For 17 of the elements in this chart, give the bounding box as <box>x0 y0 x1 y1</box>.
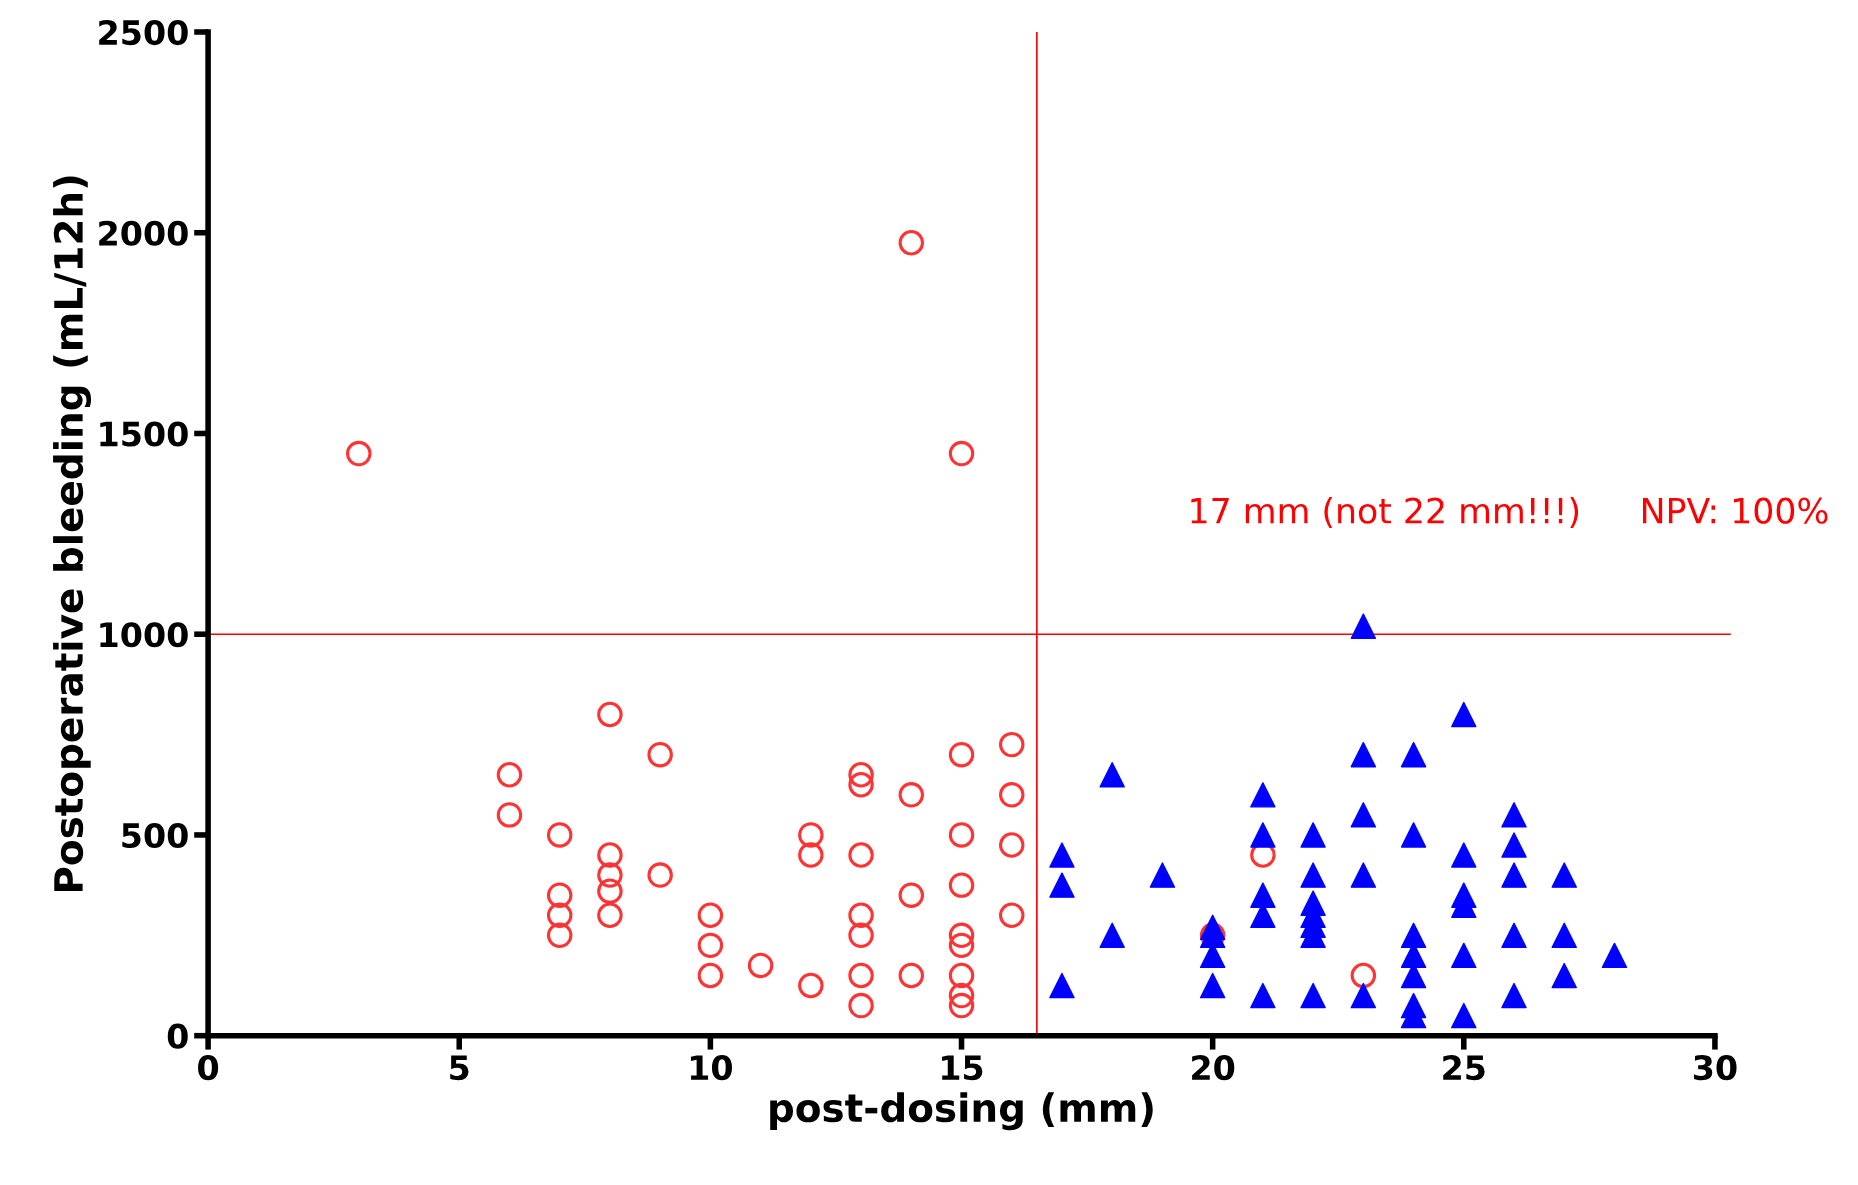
x-tick-label: 20 <box>1192 1055 1235 1081</box>
annotation: NPV: 100% <box>1643 497 1828 524</box>
y-tick-label: 0 <box>167 1023 188 1049</box>
y-tick-label: 2500 <box>99 19 188 46</box>
y-tick-label: 1500 <box>100 421 188 447</box>
y-tick-label: 2000 <box>99 220 188 246</box>
x-tick-label: 30 <box>1693 1055 1737 1081</box>
x-tick-label: 25 <box>1443 1055 1485 1081</box>
x-tick-label: 15 <box>942 1055 983 1081</box>
x-tick-label: 5 <box>450 1055 469 1081</box>
x-tick-label: 0 <box>198 1055 219 1081</box>
x-tick-label: 10 <box>690 1055 732 1081</box>
y-tick-label: 1000 <box>100 622 188 648</box>
x-axis-title: post-dosing (mm) <box>770 1092 1153 1131</box>
y-tick-label: 500 <box>122 822 188 849</box>
annotation: 17 mm (not 22 mm!!!) <box>1191 497 1579 528</box>
y-axis-title: Postoperative bleeding (mL/12h) <box>53 176 92 892</box>
